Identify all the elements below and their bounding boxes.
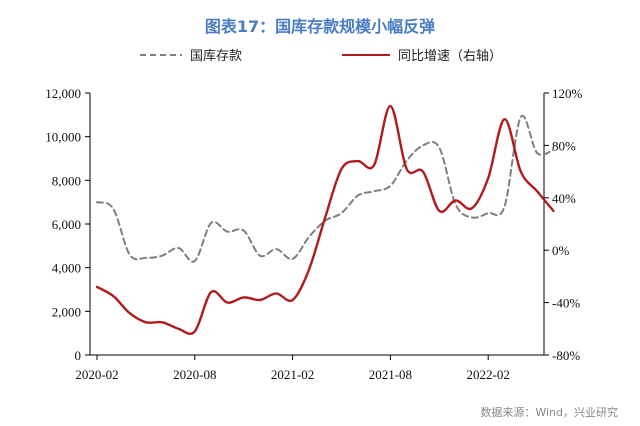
left-tick-label: 6,000 (52, 217, 81, 232)
left-tick-label: 12,000 (45, 86, 81, 101)
x-tick-label: 2021-08 (369, 367, 412, 382)
axes: 0 2,000 4,000 6,000 8,000 10,000 12,000 -80% -40… (45, 86, 582, 382)
x-tick-label: 2020-08 (173, 367, 216, 382)
x-tick-label: 2020-02 (75, 367, 118, 382)
left-tick-label: 0 (75, 348, 82, 363)
plot-area (95, 104, 555, 335)
right-tick-label: 120% (552, 86, 583, 101)
right-tick-label: 40% (552, 191, 576, 206)
left-tick-label: 2,000 (52, 304, 81, 319)
right-tick-label: -80% (552, 348, 580, 363)
x-tick-label: 2022-02 (467, 367, 510, 382)
series-line-right (95, 104, 555, 335)
legend: 国库存款 同比增速（右轴） (140, 48, 502, 64)
right-tick-label: -40% (552, 296, 580, 311)
legend-label-right-series: 同比增速（右轴） (398, 49, 502, 64)
legend-label-left-series: 国库存款 (190, 48, 242, 64)
right-tick-label: 80% (552, 138, 576, 153)
right-tick-label: 0% (552, 243, 570, 258)
chart-title: 图表17：国库存款规模小幅反弹 (205, 17, 435, 36)
data-source-note: 数据来源：Wind，兴业研究 (480, 405, 618, 419)
left-tick-label: 4,000 (52, 261, 81, 276)
x-tick-label: 2021-02 (271, 367, 314, 382)
left-tick-label: 8,000 (52, 173, 81, 188)
left-tick-label: 10,000 (45, 130, 81, 145)
